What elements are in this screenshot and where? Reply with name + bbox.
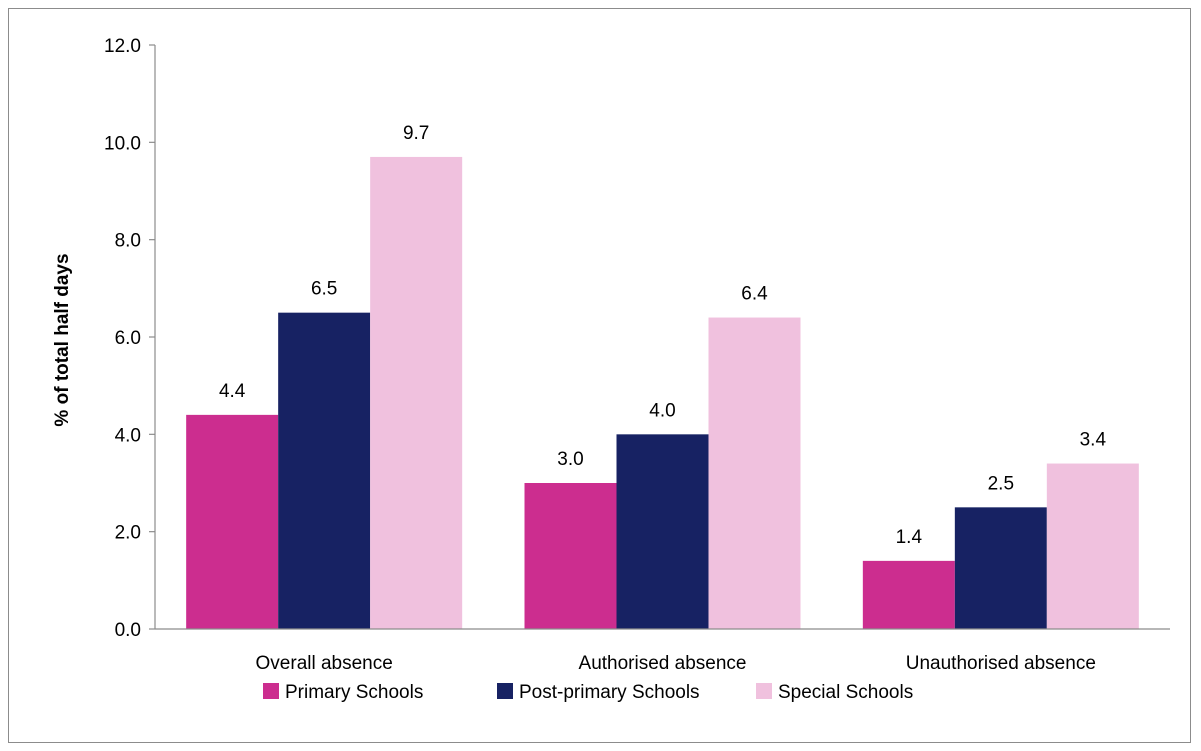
legend-swatch (263, 683, 279, 699)
data-label: 1.4 (896, 527, 923, 548)
y-axis-title: % of total half days (52, 253, 73, 426)
y-tick-label: 12.0 (104, 36, 141, 57)
bar (616, 434, 709, 629)
x-category-label: Overall absence (256, 653, 393, 674)
y-tick-label: 0.0 (115, 620, 141, 641)
bar (708, 317, 801, 629)
category-labels: Overall absence Authorised absence Unautho… (256, 653, 1096, 674)
legend-label: Special Schools (778, 682, 913, 703)
y-tick-label: 4.0 (115, 425, 141, 446)
bar (954, 507, 1047, 629)
y-tick-label: 6.0 (115, 328, 141, 349)
data-label: 6.5 (311, 279, 337, 300)
data-label: 4.0 (649, 400, 675, 421)
bar (1046, 463, 1139, 629)
y-tick-label: 2.0 (115, 523, 141, 544)
legend: Primary Schools Post-primary Schools Speci… (263, 682, 913, 703)
legend-swatch (756, 683, 772, 699)
data-label: 4.4 (219, 381, 246, 402)
data-label: 9.7 (403, 123, 429, 144)
axes (154, 45, 1170, 630)
bar (370, 156, 463, 629)
legend-label: Primary Schools (285, 682, 423, 703)
bars (186, 156, 1139, 629)
data-label: 6.4 (741, 284, 768, 305)
bar (862, 560, 955, 629)
bar (524, 483, 617, 629)
x-category-label: Authorised absence (579, 653, 747, 674)
data-label: 3.4 (1080, 430, 1107, 451)
data-labels: 4.4 6.5 9.7 3.0 4.0 6.4 1.4 2.5 3.4 (219, 123, 1107, 548)
x-category-label: Unauthorised absence (906, 653, 1096, 674)
data-label: 3.0 (557, 449, 583, 470)
y-tick-label: 10.0 (104, 133, 141, 154)
legend-swatch (497, 683, 513, 699)
bar (278, 312, 371, 629)
y-axis-ticks: 0.0 2.0 4.0 6.0 8.0 10.0 12.0 (104, 36, 155, 641)
y-tick-label: 8.0 (115, 231, 141, 252)
bar (186, 414, 279, 629)
legend-label: Post-primary Schools (519, 682, 700, 703)
data-label: 2.5 (988, 473, 1014, 494)
